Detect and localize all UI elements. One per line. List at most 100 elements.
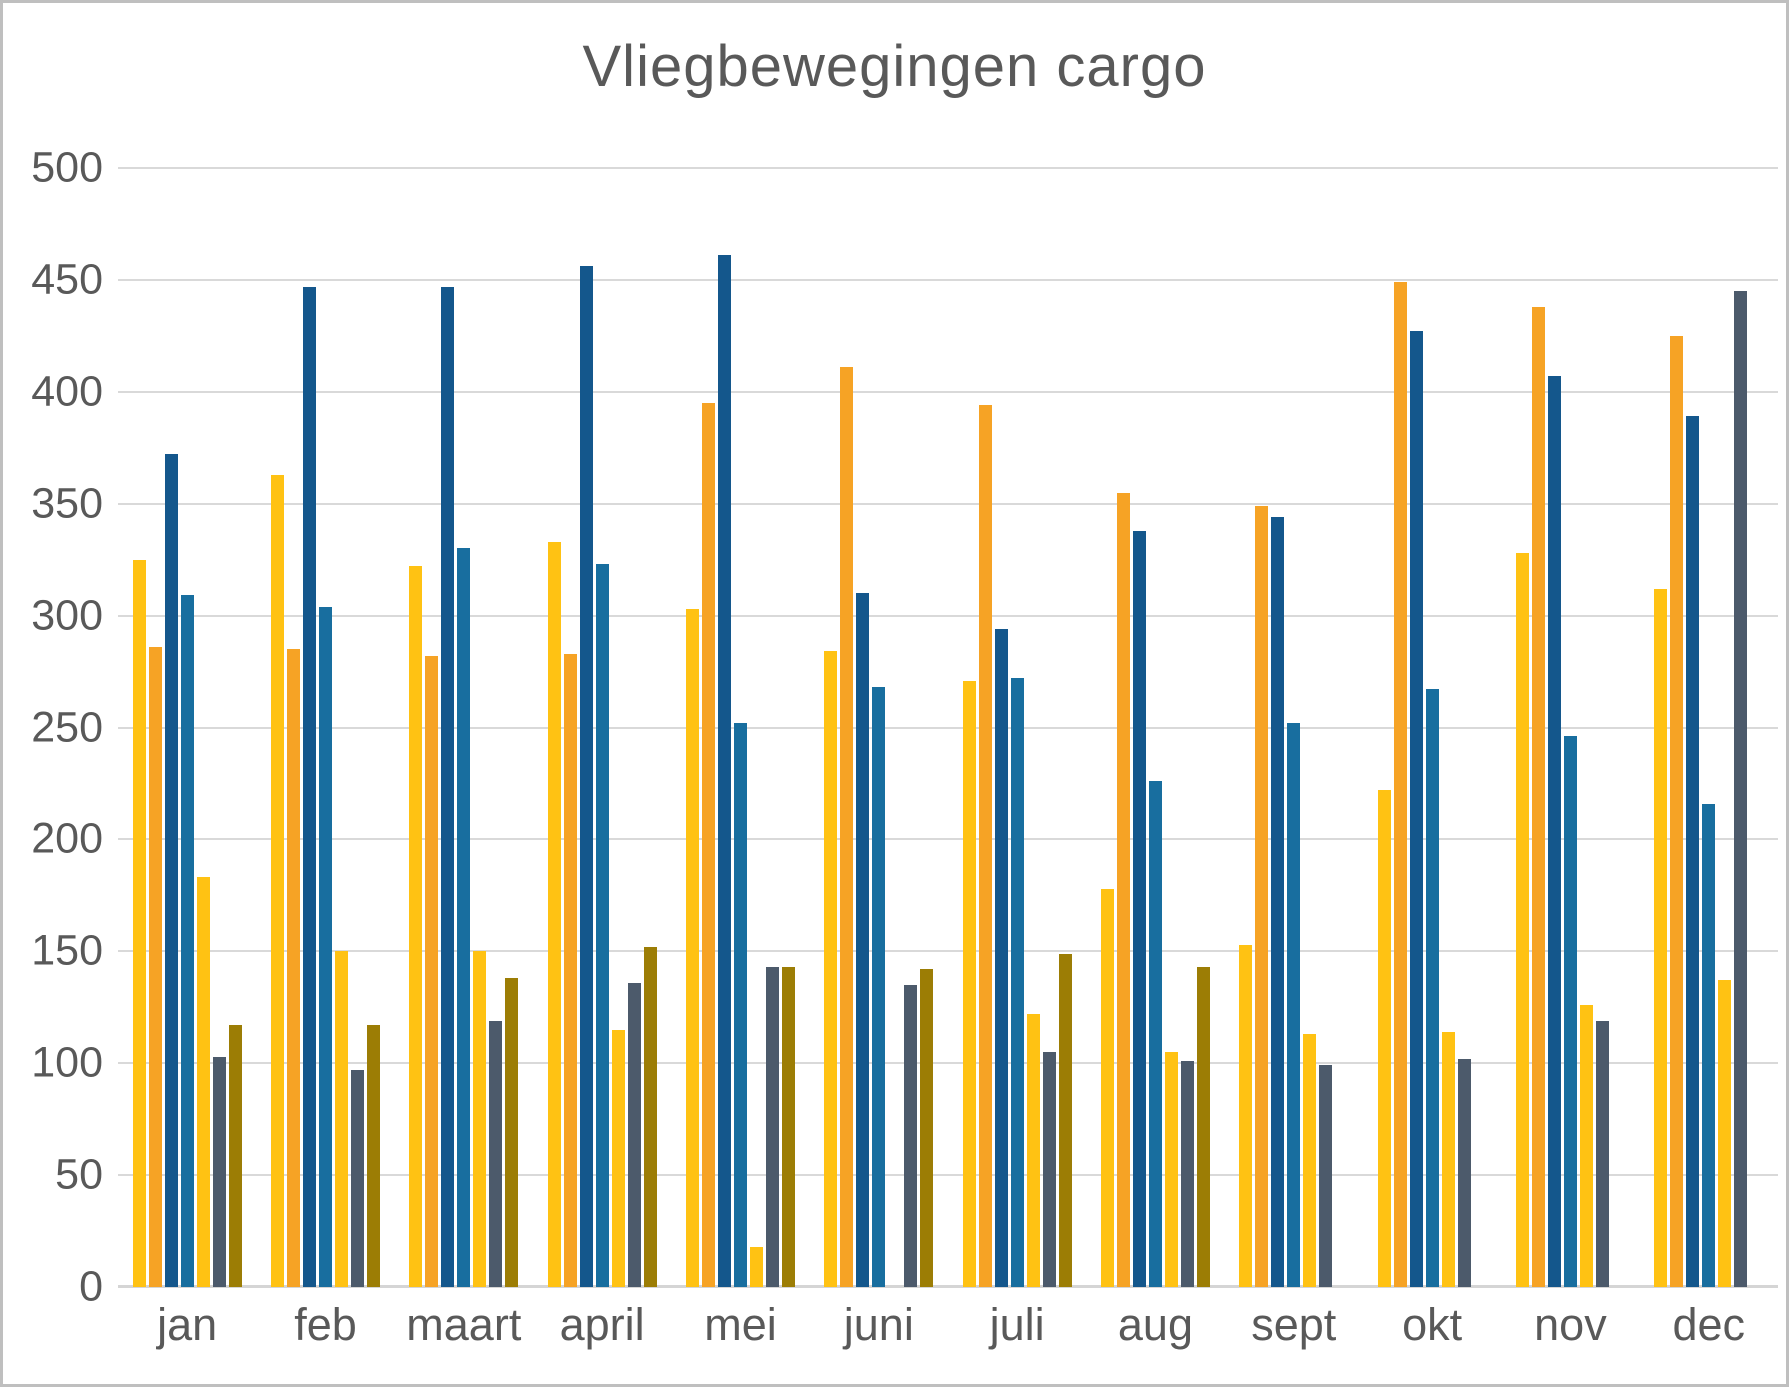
bar-series-4-medium-blue-okt: [1425, 689, 1439, 1287]
gridline-350: [118, 502, 1778, 505]
bar-series-6-slate-gray-maart: [489, 1020, 503, 1287]
gridline-150: [118, 950, 1778, 953]
bar-series-2-orange-april: [563, 653, 577, 1287]
gridline-200: [118, 838, 1778, 841]
bar-series-6-slate-gray-aug: [1180, 1060, 1194, 1287]
x-axis-label-mei: mei: [704, 1299, 777, 1350]
month-group-juni: [810, 168, 948, 1287]
bar-series-3-dark-blue-jan: [164, 454, 178, 1287]
x-axis-label-april: april: [559, 1299, 645, 1350]
x-axis-label-maart: maart: [406, 1299, 522, 1350]
bar-series-5-yellow-mei: [749, 1246, 763, 1287]
bar-series-2-orange-jan: [148, 646, 162, 1287]
gridline-400: [118, 390, 1778, 393]
y-axis-tick-350: 350: [31, 479, 103, 528]
bar-series-1-yellow-okt: [1377, 790, 1391, 1287]
month-group-april: [533, 168, 671, 1287]
bar-series-1-yellow-dec: [1654, 588, 1668, 1287]
bar-series-2-orange-okt: [1393, 282, 1407, 1287]
bar-series-6-slate-gray-okt: [1457, 1058, 1471, 1287]
y-axis-tick-150: 150: [31, 926, 103, 975]
bar-series-2-orange-sept: [1255, 505, 1269, 1287]
bar-series-3-dark-blue-okt: [1409, 331, 1423, 1287]
bar-series-5-yellow-juli: [1026, 1013, 1040, 1287]
bar-series-6-slate-gray-feb: [350, 1069, 364, 1287]
bar-series-6-slate-gray-sept: [1319, 1065, 1333, 1287]
bar-series-2-orange-juli: [978, 405, 992, 1287]
month-group-maart: [395, 168, 533, 1287]
bar-series-3-dark-blue-dec: [1686, 416, 1700, 1287]
bar-series-4-medium-blue-dec: [1702, 803, 1716, 1287]
gridline-50: [118, 1174, 1778, 1177]
bar-series-2-orange-feb: [286, 649, 300, 1287]
bar-series-1-yellow-mei: [685, 608, 699, 1287]
bar-series-6-slate-gray-jan: [212, 1056, 226, 1287]
plot-area: [118, 167, 1778, 1288]
gridline-250: [118, 726, 1778, 729]
bar-series-4-medium-blue-sept: [1287, 723, 1301, 1287]
bar-series-2-orange-maart: [425, 655, 439, 1287]
bar-series-3-dark-blue-juni: [856, 593, 870, 1287]
month-group-jan: [118, 168, 256, 1287]
bar-series-5-yellow-sept: [1303, 1034, 1317, 1287]
y-axis-tick-100: 100: [31, 1038, 103, 1087]
y-axis-tick-250: 250: [31, 703, 103, 751]
x-axis-label-nov: nov: [1534, 1299, 1607, 1350]
x-axis-label-okt: okt: [1402, 1299, 1463, 1350]
bar-series-3-dark-blue-nov: [1547, 376, 1561, 1287]
bar-series-3-dark-blue-aug: [1132, 530, 1146, 1287]
x-axis-label-dec: dec: [1672, 1299, 1746, 1350]
x-axis-labels: jan feb maart april mei juni juli aug sept okt nov…: [118, 1299, 1778, 1351]
y-axis-tick-50: 50: [55, 1150, 103, 1199]
bar-series-4-medium-blue-april: [595, 564, 609, 1287]
bar-series-3-dark-blue-feb: [302, 286, 316, 1287]
bar-series-2-orange-juni: [840, 367, 854, 1287]
bar-series-5-yellow-aug: [1164, 1052, 1178, 1287]
bar-series-6-slate-gray-juni: [904, 984, 918, 1287]
bar-series-4-medium-blue-maart: [457, 548, 471, 1287]
bar-series-4-medium-blue-juli: [1010, 678, 1024, 1287]
y-axis-tick-200: 200: [31, 814, 103, 863]
bar-series-1-yellow-april: [547, 541, 561, 1287]
bar-series-6-slate-gray-juli: [1042, 1052, 1056, 1287]
month-group-juli: [948, 168, 1086, 1287]
bar-series-5-yellow-okt: [1441, 1031, 1455, 1287]
bar-series-6-slate-gray-nov: [1595, 1020, 1609, 1287]
bar-series-1-yellow-sept: [1239, 944, 1253, 1287]
bar-series-7-olive-maart: [505, 978, 519, 1287]
y-axis-tick-400: 400: [31, 367, 103, 416]
bar-series-3-dark-blue-maart: [441, 286, 455, 1287]
bar-series-4-medium-blue-mei: [733, 723, 747, 1287]
bar-series-2-orange-aug: [1116, 492, 1130, 1287]
y-axis-tick-500: 500: [31, 143, 103, 192]
x-axis-label-sept: sept: [1251, 1299, 1337, 1350]
month-group-mei: [671, 168, 809, 1287]
bar-series-4-medium-blue-jan: [180, 595, 194, 1287]
month-group-okt: [1363, 168, 1501, 1287]
bar-series-1-yellow-feb: [270, 474, 284, 1287]
bar-series-7-olive-april: [643, 946, 657, 1287]
bar-series-2-orange-mei: [701, 403, 715, 1287]
bar-series-2-orange-nov: [1531, 306, 1545, 1287]
month-group-nov: [1501, 168, 1639, 1287]
bar-series-3-dark-blue-mei: [717, 255, 731, 1287]
gridline-300: [118, 614, 1778, 617]
bar-series-1-yellow-maart: [409, 566, 423, 1287]
bar-series-1-yellow-juli: [962, 680, 976, 1287]
bar-series-3-dark-blue-juli: [994, 629, 1008, 1287]
bar-series-7-olive-mei: [781, 966, 795, 1287]
bar-groups: [118, 168, 1778, 1287]
y-axis-tick-450: 450: [31, 255, 103, 304]
y-axis-tick-0: 0: [79, 1262, 103, 1311]
bar-series-7-olive-aug: [1196, 966, 1210, 1287]
y-axis-tick-300: 300: [31, 591, 103, 640]
bar-series-5-yellow-dec: [1718, 980, 1732, 1287]
month-group-feb: [256, 168, 394, 1287]
gridline-100: [118, 1062, 1778, 1065]
bar-series-4-medium-blue-nov: [1563, 736, 1577, 1287]
bar-series-6-slate-gray-dec: [1734, 291, 1748, 1287]
bar-series-4-medium-blue-aug: [1148, 781, 1162, 1287]
bar-series-7-olive-jan: [228, 1025, 242, 1287]
x-axis-label-juli: juli: [989, 1299, 1045, 1350]
